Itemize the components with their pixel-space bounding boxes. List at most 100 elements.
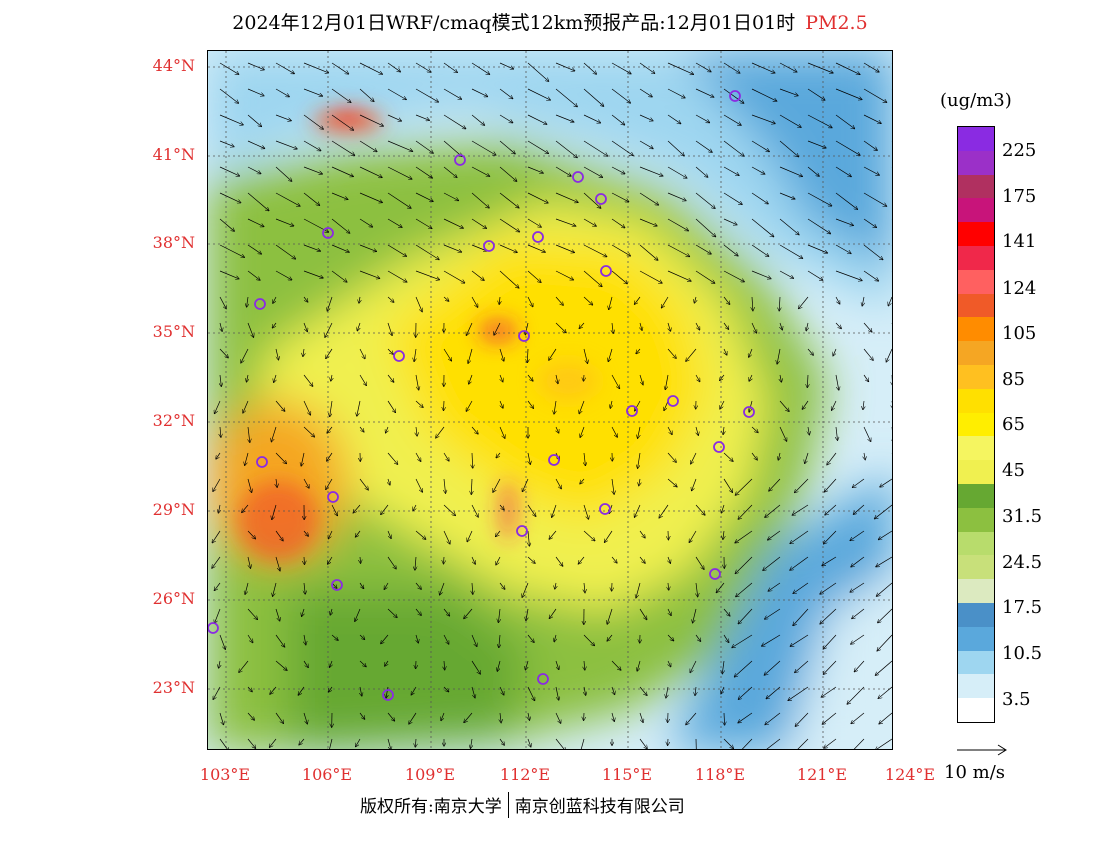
- wind-vector: [552, 504, 557, 517]
- wind-vector: [807, 348, 813, 355]
- wind-vector: [359, 62, 382, 74]
- wind-vector: [555, 192, 578, 202]
- wind-vector: [387, 374, 394, 382]
- wind-vector: [638, 426, 640, 438]
- wind-vector: [468, 348, 473, 363]
- wind-vector: [555, 88, 577, 107]
- wind-vector: [527, 192, 548, 203]
- city-marker: [331, 579, 343, 591]
- wind-vector: [832, 400, 837, 410]
- colorbar-label: 175: [1002, 186, 1037, 207]
- lat-label: 41°N: [152, 145, 195, 164]
- wind-vector: [854, 660, 865, 672]
- wind-vector: [879, 712, 892, 724]
- wind-vector: [607, 634, 613, 641]
- wind-vector: [584, 660, 585, 670]
- city-marker: [729, 90, 741, 102]
- wind-vector: [471, 62, 490, 74]
- wind-vector: [751, 452, 757, 460]
- lat-label: 44°N: [152, 56, 195, 75]
- wind-vector: [247, 556, 251, 568]
- wind-vector: [779, 244, 803, 258]
- colorbar-segment: [958, 317, 994, 342]
- wind-vector: [751, 166, 765, 174]
- wind-vector: [891, 63, 892, 64]
- wind-vector: [387, 712, 395, 721]
- wind-vector: [443, 88, 461, 99]
- wind-vector: [635, 504, 641, 517]
- wind-vector: [359, 348, 365, 359]
- wind-vector: [695, 192, 715, 208]
- wind-vector: [275, 530, 283, 541]
- wind-vector: [499, 426, 505, 438]
- colorbar-segment: [958, 436, 994, 461]
- wind-vector: [415, 556, 416, 570]
- wind-vector: [276, 348, 279, 360]
- wind-vector: [444, 400, 445, 410]
- colorbar-segment: [958, 127, 994, 151]
- city-marker: [208, 622, 219, 634]
- wind-vector: [500, 374, 503, 382]
- wind-vector: [212, 530, 221, 543]
- wind-vector: [835, 166, 851, 177]
- colorbar-segment: [958, 222, 994, 246]
- wind-vector: [498, 608, 500, 622]
- wind-vector: [247, 634, 253, 643]
- wind-vector: [303, 660, 308, 667]
- wind-vector: [609, 296, 613, 310]
- wind-vector: [852, 608, 865, 619]
- wind-vector: [359, 114, 383, 126]
- wind-vector: [611, 244, 630, 256]
- city-marker: [254, 298, 266, 310]
- wind-vector: [695, 140, 712, 152]
- wind-vector: [723, 322, 729, 329]
- wind-vector: [807, 244, 827, 253]
- wind-vector: [555, 478, 561, 489]
- wind-vector: [276, 478, 277, 487]
- wind-vector: [219, 62, 239, 74]
- wind-vector: [667, 218, 688, 231]
- wind-vector: [499, 166, 517, 181]
- wind-vector: [275, 270, 292, 280]
- wind-vector: [304, 582, 305, 594]
- wind-vector: [583, 88, 604, 106]
- wind-vector: [847, 686, 865, 704]
- wind-vector: [247, 296, 248, 307]
- wind-vector: [891, 193, 892, 194]
- wind-vector: [243, 400, 249, 413]
- wind-vector: [695, 114, 710, 123]
- wind-vector: [667, 192, 686, 201]
- wind-vector: [245, 452, 249, 465]
- wind-vector: [554, 634, 556, 642]
- wind-vector: [667, 452, 676, 462]
- wind-vector: [795, 712, 809, 726]
- wind-vector: [723, 88, 744, 103]
- colorbar: [957, 126, 995, 723]
- wind-vector: [583, 166, 602, 177]
- wind-vector: [668, 660, 671, 667]
- wind-vector: [330, 660, 332, 667]
- wind-vector: [835, 114, 855, 129]
- wind-vector: [331, 634, 338, 640]
- wind-vector: [247, 270, 260, 280]
- wind-vector: [275, 192, 300, 206]
- wind-vector: [359, 192, 382, 203]
- colorbar-segment: [958, 293, 994, 318]
- wind-vector: [863, 166, 879, 175]
- city-marker: [256, 456, 268, 468]
- wind-vector: [219, 140, 234, 147]
- wind-vector: [247, 166, 261, 174]
- wind-vector: [522, 582, 529, 597]
- wind-vector: [247, 218, 264, 227]
- city-marker: [667, 395, 679, 407]
- wind-vector: [303, 114, 323, 129]
- wind-vector: [387, 556, 396, 569]
- wind-vector: [835, 140, 860, 155]
- wind-vector: [639, 374, 643, 385]
- wind-vector: [303, 426, 314, 437]
- wind-vector: [851, 712, 865, 724]
- wind-vector: [741, 738, 753, 749]
- wind-vector: [751, 192, 768, 204]
- wind-vector: [326, 348, 333, 358]
- wind-vector: [527, 166, 543, 173]
